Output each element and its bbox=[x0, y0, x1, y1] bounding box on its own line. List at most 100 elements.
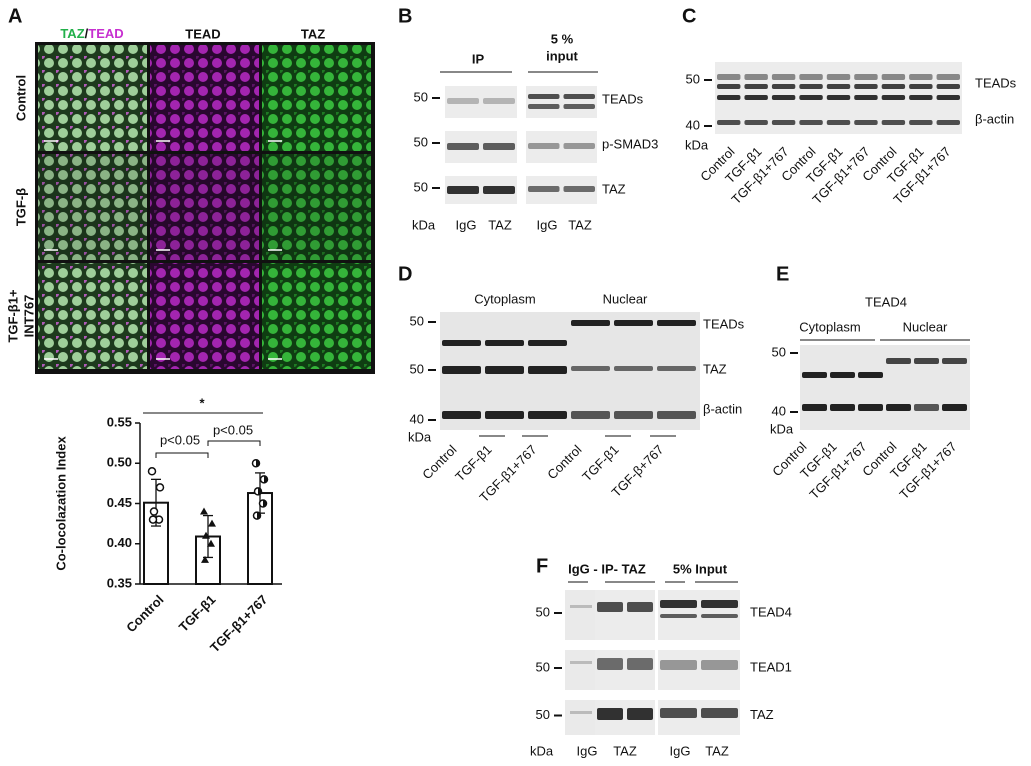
band bbox=[483, 98, 515, 104]
kda-marker: 50 bbox=[414, 89, 428, 104]
band bbox=[657, 366, 696, 371]
group-label: Cytoplasm bbox=[474, 291, 535, 306]
band bbox=[744, 95, 768, 100]
band bbox=[717, 120, 741, 125]
band bbox=[528, 104, 560, 109]
band bbox=[826, 74, 851, 80]
band bbox=[830, 372, 855, 378]
header-part: TAZ bbox=[60, 26, 84, 41]
band bbox=[563, 186, 595, 192]
band bbox=[614, 411, 653, 419]
band bbox=[627, 658, 653, 670]
band bbox=[701, 660, 738, 670]
group-label: IP bbox=[472, 51, 485, 66]
band bbox=[442, 411, 481, 419]
band bbox=[886, 358, 911, 364]
band bbox=[909, 95, 933, 100]
band bbox=[570, 605, 592, 608]
kda-marker: 40 bbox=[772, 403, 786, 418]
lane-label: TAZ bbox=[613, 743, 637, 758]
data-point bbox=[149, 507, 159, 516]
band bbox=[660, 614, 697, 618]
band bbox=[597, 658, 623, 670]
data-point-half bbox=[258, 487, 262, 495]
column-header: TAZ/TEAD bbox=[60, 26, 123, 41]
band-label: p-SMAD3 bbox=[602, 136, 658, 151]
band bbox=[854, 74, 878, 80]
data-point bbox=[147, 467, 157, 476]
band bbox=[483, 143, 515, 150]
row-label: TGF-β1+ bbox=[5, 289, 20, 342]
unit-label: kDa bbox=[770, 421, 794, 436]
band bbox=[563, 104, 595, 109]
data-point bbox=[148, 515, 158, 524]
panel-letter: E bbox=[776, 263, 789, 285]
header-part: TEAD bbox=[88, 26, 123, 41]
band bbox=[936, 95, 960, 100]
band bbox=[597, 708, 623, 720]
micrograph bbox=[262, 45, 371, 151]
micrograph bbox=[262, 154, 371, 260]
group-label: 5 % bbox=[551, 31, 574, 46]
y-tick-label: 0.55 bbox=[107, 414, 132, 429]
band bbox=[442, 366, 481, 374]
band bbox=[854, 120, 878, 125]
lane-label: IgG bbox=[577, 743, 598, 758]
band bbox=[936, 74, 960, 80]
band bbox=[886, 404, 911, 411]
band bbox=[881, 84, 906, 89]
band bbox=[660, 600, 697, 608]
band bbox=[660, 708, 697, 718]
band bbox=[657, 411, 696, 419]
micrograph bbox=[150, 154, 259, 260]
band bbox=[485, 366, 524, 374]
annotation: p<0.05 bbox=[160, 432, 200, 447]
group-label: input bbox=[546, 48, 578, 63]
lane-label: IgG bbox=[537, 217, 558, 232]
kda-marker: 50 bbox=[686, 71, 700, 86]
band bbox=[627, 708, 653, 720]
band-label: TEADs bbox=[975, 75, 1017, 90]
band bbox=[447, 186, 479, 194]
band bbox=[744, 74, 768, 80]
band bbox=[942, 358, 967, 364]
lane-label: IgG bbox=[670, 743, 691, 758]
micrograph bbox=[150, 263, 259, 369]
band-label: TEAD1 bbox=[750, 659, 792, 674]
blot bbox=[595, 590, 655, 640]
micrograph bbox=[38, 45, 147, 151]
band bbox=[799, 74, 823, 80]
lane-label: TGF-β1 bbox=[452, 442, 494, 484]
data-point-half bbox=[264, 475, 268, 483]
row-label: INT767 bbox=[21, 295, 36, 338]
band bbox=[854, 84, 878, 89]
band bbox=[936, 84, 960, 89]
band bbox=[881, 95, 906, 100]
band bbox=[854, 95, 878, 100]
annotation: p<0.05 bbox=[213, 422, 253, 437]
band bbox=[571, 320, 610, 326]
band bbox=[799, 84, 823, 89]
band bbox=[826, 84, 851, 89]
band bbox=[485, 411, 524, 419]
panel-letter: B bbox=[398, 5, 412, 27]
band-label: TEADs bbox=[602, 91, 644, 106]
kda-marker: 50 bbox=[536, 604, 550, 619]
panel-letter: F bbox=[536, 555, 548, 577]
lane-label: IgG bbox=[456, 217, 477, 232]
y-axis-label: Co-locolazation Index bbox=[53, 436, 68, 571]
data-point bbox=[200, 507, 208, 515]
data-point bbox=[207, 539, 215, 547]
band bbox=[771, 84, 796, 89]
unit-label: kDa bbox=[530, 743, 554, 758]
band bbox=[447, 143, 479, 150]
band bbox=[914, 358, 939, 364]
band bbox=[627, 602, 653, 612]
band bbox=[442, 340, 481, 346]
data-point bbox=[201, 555, 209, 563]
band bbox=[830, 404, 855, 411]
panel-letter: D bbox=[398, 263, 412, 285]
micrograph bbox=[150, 45, 259, 151]
band bbox=[614, 366, 653, 371]
data-point bbox=[155, 483, 165, 492]
